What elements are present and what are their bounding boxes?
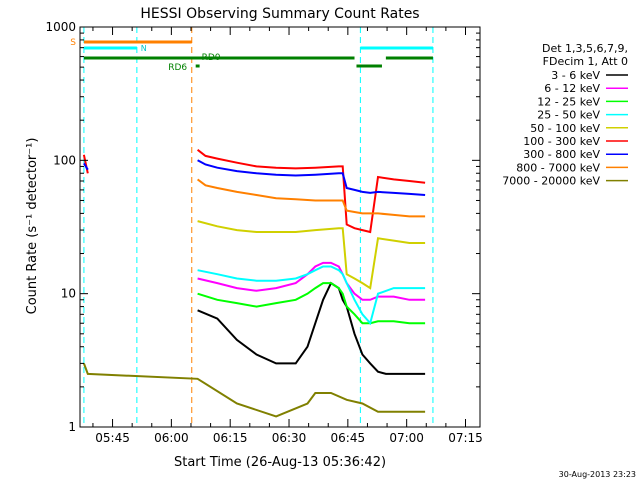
legend-entry-label: 3 - 6 keV xyxy=(551,69,600,82)
legend-entry-label: 25 - 50 keV xyxy=(537,109,600,122)
state-label: RD0 xyxy=(202,53,221,63)
x-tick-label: 07:15 xyxy=(448,431,483,445)
legend-entry-label: 100 - 300 keV xyxy=(523,135,600,148)
legend-entry-label: 50 - 100 keV xyxy=(530,122,600,135)
x-tick-label: 06:00 xyxy=(154,431,189,445)
x-tick-label: 06:15 xyxy=(213,431,248,445)
y-tick-label: 1 xyxy=(68,420,76,434)
plot-frame xyxy=(79,26,481,428)
series-line xyxy=(82,154,89,174)
state-label: RD6 xyxy=(168,63,187,73)
series-line xyxy=(83,162,89,171)
axis-layer: 05:45 06:00 06:15 06:30 06:45 07:00 07:15 1 10 10… xyxy=(45,20,482,445)
y-axis-label: Count Rate (s⁻¹ detector⁻¹) xyxy=(25,138,40,315)
series-line xyxy=(197,220,426,290)
legend-entry-label: 300 - 800 keV xyxy=(523,148,600,161)
legend-entry-label: 12 - 25 keV xyxy=(537,95,600,108)
chart-title: HESSI Observing Summary Count Rates xyxy=(140,6,419,22)
x-tick-label: 06:30 xyxy=(272,431,307,445)
legend-header: Det 1,3,5,6,7,9, xyxy=(542,42,628,55)
series-line xyxy=(82,363,426,418)
x-tick-label: 05:45 xyxy=(95,431,130,445)
x-axis-label: Start Time (26-Aug-13 05:36:42) xyxy=(174,455,386,470)
timestamp: 30-Aug-2013 23:23 xyxy=(559,470,636,479)
legend-entry-label: 7000 - 20000 keV xyxy=(502,175,600,188)
legend-entry-label: 800 - 7000 keV xyxy=(516,161,600,174)
legend: Det 1,3,5,6,7,9,FDecim 1, Att 03 - 6 keV… xyxy=(502,42,628,188)
series-line xyxy=(196,149,426,234)
state-label: N xyxy=(141,44,147,53)
y-tick-label: 100 xyxy=(53,153,76,167)
series-line xyxy=(197,178,426,218)
series-line xyxy=(197,282,426,325)
legend-entry-label: 6 - 12 keV xyxy=(544,82,600,95)
y-tick-label: 10 xyxy=(61,287,76,301)
series-line xyxy=(197,261,426,301)
x-tick-label: 07:00 xyxy=(389,431,424,445)
series-line xyxy=(197,159,426,196)
plot-layer: S N RD0 RD6 xyxy=(70,27,434,427)
state-label: S xyxy=(70,38,76,48)
series-line xyxy=(197,265,426,326)
x-tick-label: 06:45 xyxy=(331,431,366,445)
legend-header: FDecim 1, Att 0 xyxy=(543,55,628,68)
y-tick-label: 1000 xyxy=(45,20,76,34)
